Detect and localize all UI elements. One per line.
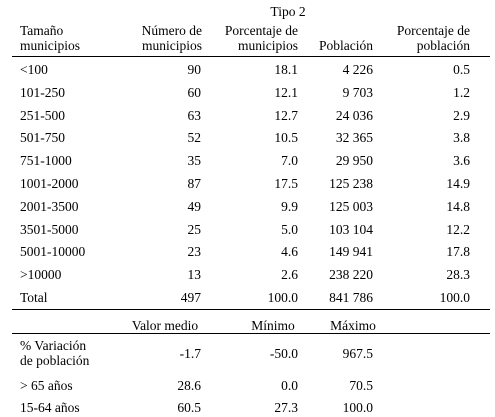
- stats-header-mean: Valor medio: [131, 318, 199, 333]
- stats-label-over65: > 65 años: [20, 378, 73, 393]
- cell-count: 13: [187, 267, 202, 282]
- stats-min-over65: 0.0: [281, 378, 298, 393]
- stats-max-15-64: 100.0: [342, 400, 373, 415]
- total-rule: [12, 309, 490, 310]
- cell-count: 23: [187, 244, 202, 259]
- stats-header-min: Mínimo: [251, 318, 295, 333]
- cell-pct-muni: 17.5: [274, 176, 298, 191]
- cell-pct-pop: 14.8: [446, 199, 470, 214]
- header-size-line2: municipios: [20, 38, 80, 53]
- header-rule: [12, 56, 490, 57]
- cell-pct-muni: 18.1: [274, 62, 298, 77]
- cell-pct-muni: 12.7: [274, 108, 298, 123]
- cell-population: 4 226: [342, 62, 373, 77]
- cell-count: 87: [187, 176, 202, 191]
- header-pct-pop-line1: Porcentaje de: [396, 23, 470, 38]
- cell-population: 24 036: [335, 108, 373, 123]
- cell-pct-pop: 3.6: [453, 153, 470, 168]
- cell-count: 35: [187, 153, 202, 168]
- stats-header-max: Máximo: [330, 318, 376, 333]
- cell-pct-muni: 7.0: [281, 153, 298, 168]
- stats-header-rule: [12, 333, 490, 334]
- cell-count: 63: [187, 108, 202, 123]
- cell-pct-pop: 1.2: [453, 85, 470, 100]
- cell-population: 9 703: [342, 85, 373, 100]
- cell-count: 25: [187, 222, 202, 237]
- cell-size: 2001-3500: [20, 199, 79, 214]
- cell-count: 49: [187, 199, 202, 214]
- cell-pct-muni: 9.9: [281, 199, 298, 214]
- stats-label-variation-line1: % Variación: [20, 338, 87, 353]
- header-size-line1: Tamaño: [20, 23, 64, 38]
- cell-size: 751-1000: [20, 153, 72, 168]
- cell-population: 149 941: [329, 244, 373, 259]
- cell-pct-muni: 100.0: [267, 290, 298, 305]
- stats-max-variation: 967.5: [342, 346, 373, 361]
- cell-pct-pop: 12.2: [446, 222, 470, 237]
- stats-min-15-64: 27.3: [274, 400, 298, 415]
- table-title: Tipo 2: [270, 4, 306, 19]
- cell-population: 32 365: [335, 130, 373, 145]
- stats-label-15-64: 15-64 años: [20, 400, 80, 415]
- cell-pct-muni: 2.6: [281, 267, 298, 282]
- header-population: Población: [319, 38, 373, 53]
- cell-pct-pop: 2.9: [453, 108, 470, 123]
- header-count-line1: Número de: [141, 23, 202, 38]
- header-pct-pop-line2: población: [416, 38, 470, 53]
- cell-count: 90: [187, 62, 202, 77]
- header-pct-muni-line2: municipios: [238, 38, 298, 53]
- stats-max-over65: 70.5: [349, 378, 373, 393]
- cell-count: 60: [187, 85, 202, 100]
- cell-pct-muni: 5.0: [281, 222, 298, 237]
- cell-pct-pop: 28.3: [446, 267, 470, 282]
- header-pct-muni-line1: Porcentaje de: [224, 23, 298, 38]
- cell-population: 238 220: [329, 267, 373, 282]
- header-count-line2: municipios: [142, 38, 202, 53]
- cell-size: 251-500: [20, 108, 65, 123]
- cell-size: 5001-10000: [20, 244, 86, 259]
- cell-pct-pop: 100.0: [439, 290, 470, 305]
- cell-size: 101-250: [20, 85, 65, 100]
- cell-pct-muni: 10.5: [274, 130, 298, 145]
- cell-size: Total: [20, 290, 48, 305]
- cell-pct-pop: 3.8: [453, 130, 470, 145]
- cell-population: 841 786: [329, 290, 373, 305]
- cell-pct-pop: 17.8: [446, 244, 470, 259]
- cell-size: 3501-5000: [20, 222, 79, 237]
- cell-population: 125 238: [329, 176, 373, 191]
- cell-pct-muni: 12.1: [274, 85, 298, 100]
- stats-mean-variation: -1.7: [179, 346, 201, 361]
- stats-mean-over65: 28.6: [177, 378, 201, 393]
- cell-size: <100: [20, 62, 48, 77]
- cell-population: 103 104: [329, 222, 373, 237]
- stats-mean-15-64: 60.5: [177, 400, 201, 415]
- cell-pct-pop: 0.5: [453, 62, 470, 77]
- cell-count: 497: [180, 290, 201, 305]
- cell-population: 29 950: [335, 153, 373, 168]
- cell-size: 1001-2000: [20, 176, 79, 191]
- cell-size: 501-750: [20, 130, 65, 145]
- cell-pct-muni: 4.6: [281, 244, 298, 259]
- cell-size: >10000: [20, 267, 62, 282]
- cell-count: 52: [187, 130, 202, 145]
- stats-min-variation: -50.0: [269, 346, 298, 361]
- cell-pct-pop: 14.9: [446, 176, 470, 191]
- cell-population: 125 003: [329, 199, 373, 214]
- stats-label-variation-line2: de población: [20, 353, 90, 368]
